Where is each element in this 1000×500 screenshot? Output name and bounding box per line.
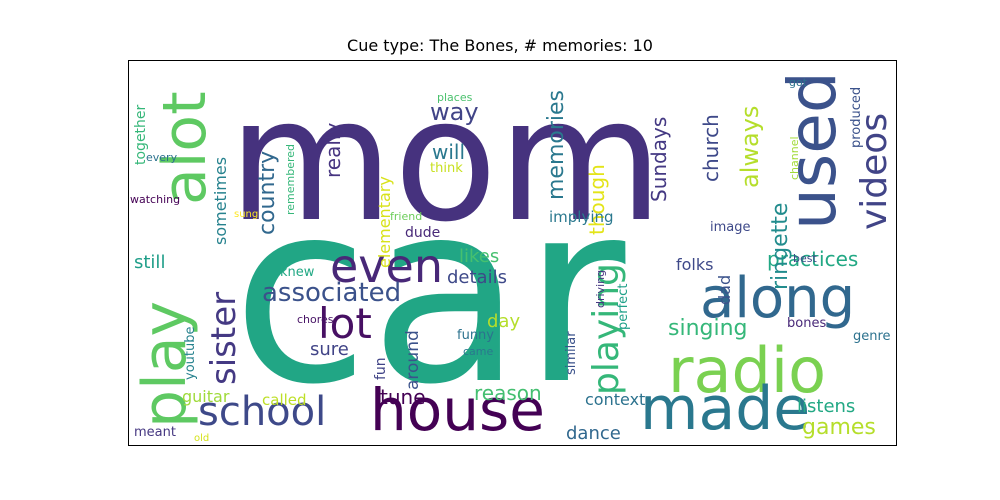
- word-made: made: [640, 374, 810, 444]
- word-image: image: [710, 220, 751, 235]
- word-implying: implying: [549, 208, 614, 226]
- word-called: called: [262, 391, 307, 409]
- word-every: every: [146, 151, 178, 164]
- word-always: always: [736, 106, 764, 188]
- word-sister: sister: [204, 292, 244, 385]
- word-guitar: guitar: [182, 387, 230, 406]
- word-perfect: perfect: [616, 284, 631, 330]
- word-radio: radio: [668, 334, 826, 407]
- word-meant: meant: [134, 425, 176, 440]
- word-around: around: [403, 330, 423, 390]
- word-channel: channel: [788, 136, 801, 180]
- word-dude: dude: [405, 225, 440, 241]
- word-old: old: [194, 433, 209, 444]
- word-fun: fun: [373, 357, 389, 380]
- word-together: together: [133, 104, 149, 165]
- word-along: along: [700, 266, 855, 331]
- word-practices: practices: [767, 247, 858, 271]
- word-dance: dance: [566, 423, 621, 444]
- word-best: best: [793, 252, 817, 265]
- word-even: even: [330, 239, 443, 293]
- plot-frame: [128, 60, 897, 446]
- word-used: used: [774, 71, 851, 230]
- word-chores: chores: [297, 313, 334, 326]
- word-games: games: [802, 415, 876, 440]
- word-watching: watching: [130, 193, 180, 206]
- word-got: got: [789, 76, 808, 89]
- word-associated: associated: [262, 278, 401, 308]
- word-folks: folks: [676, 255, 713, 274]
- word-similar: similar: [564, 331, 579, 375]
- word-dad: dad: [715, 275, 734, 305]
- word-really: really: [321, 123, 345, 178]
- word-house: house: [370, 376, 545, 444]
- word-sometimes: sometimes: [211, 157, 230, 245]
- word-context: context: [585, 390, 645, 409]
- word-country: country: [255, 151, 280, 235]
- word-funny: funny: [457, 328, 494, 343]
- word-came: came: [463, 345, 494, 358]
- word-friend: friend: [390, 210, 422, 223]
- word-likes: likes: [459, 246, 499, 267]
- word-listens: listens: [797, 396, 855, 417]
- word-ringette: ringette: [768, 203, 793, 290]
- word-driving: driving: [594, 270, 607, 308]
- word-playing: playing: [586, 263, 627, 395]
- word-genre: genre: [853, 329, 891, 344]
- word-think: think: [430, 161, 463, 176]
- word-way: way: [430, 98, 479, 126]
- word-lot: lot: [318, 299, 372, 348]
- word-singing: singing: [668, 316, 748, 341]
- word-youtube: youtube: [183, 327, 198, 380]
- word-sure: sure: [310, 339, 349, 360]
- word-still: still: [134, 252, 165, 273]
- word-remembered: remembered: [284, 144, 297, 215]
- word-bones: bones: [787, 316, 826, 331]
- word-videos: videos: [854, 113, 895, 230]
- word-details: details: [447, 267, 507, 288]
- word-sundays: Sundays: [647, 117, 671, 202]
- word-school: school: [198, 389, 326, 435]
- word-play: play: [130, 301, 200, 428]
- word-reason: reason: [474, 381, 542, 405]
- word-car: car: [232, 148, 626, 439]
- word-elementary: elementary: [375, 176, 394, 268]
- word-church: church: [699, 114, 723, 182]
- chart-title: Cue type: The Bones, # memories: 10: [347, 36, 653, 55]
- word-day: day: [487, 311, 520, 332]
- word-tune: tune: [380, 385, 426, 409]
- word-produced: produced: [849, 87, 864, 148]
- word-mom: mom: [228, 62, 663, 260]
- word-alot: alot: [150, 91, 220, 205]
- word-though: though: [585, 164, 609, 235]
- word-memories: memories: [544, 90, 569, 200]
- word-places: places: [437, 91, 473, 104]
- word-knew: knew: [280, 265, 315, 280]
- word-sung: sung: [234, 209, 258, 220]
- word-will: will: [432, 140, 465, 164]
